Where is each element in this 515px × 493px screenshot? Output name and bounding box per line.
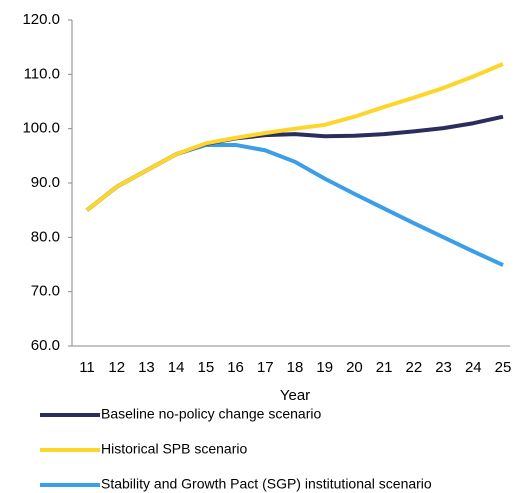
x-tick-label: 16 [227, 359, 244, 376]
y-tick-label: 90.0 [31, 174, 60, 191]
y-tick-label: 70.0 [31, 283, 60, 300]
series-line [85, 62, 504, 212]
x-tick-label: 14 [168, 359, 185, 376]
x-tick-label: 19 [316, 359, 333, 376]
legend-label: Stability and Growth Pact (SGP) institut… [101, 476, 432, 492]
x-tick-label: 24 [465, 359, 482, 376]
x-tick-label: 11 [79, 359, 95, 376]
x-axis-title: Year [280, 387, 310, 404]
x-tick-label: 25 [495, 359, 512, 376]
x-tick-label: 12 [108, 359, 125, 376]
y-tick-label: 100.0 [22, 120, 60, 137]
series-line [85, 142, 504, 267]
legend-label: Baseline no-policy change scenario [101, 406, 321, 422]
x-tick-label: 23 [435, 359, 452, 376]
x-tick-label: 13 [138, 359, 155, 376]
x-tick-label: 17 [257, 359, 274, 376]
x-tick-label: 22 [406, 359, 423, 376]
x-tick-label: 18 [287, 359, 304, 376]
x-tick-label: 15 [198, 359, 215, 376]
x-tick-label: 21 [376, 359, 393, 376]
y-tick-label: 60.0 [31, 337, 60, 354]
legend-label: Historical SPB scenario [101, 441, 247, 457]
x-tick-label: 20 [346, 359, 363, 376]
y-tick-label: 120.0 [22, 11, 60, 28]
y-tick-label: 80.0 [31, 228, 60, 245]
y-tick-label: 110.0 [24, 65, 60, 82]
